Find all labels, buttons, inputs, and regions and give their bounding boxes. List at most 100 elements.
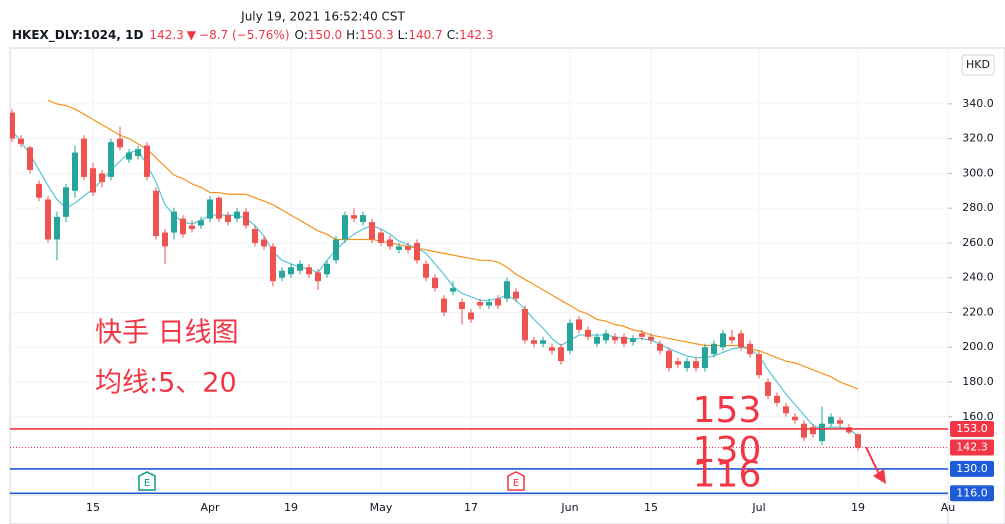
y-tick-label: 160.0: [962, 410, 994, 423]
candle-body: [288, 267, 294, 275]
candle-body: [18, 138, 24, 144]
candle-body: [342, 215, 348, 240]
candle-body: [549, 347, 555, 351]
candle-body: [324, 263, 330, 275]
y-tick-label: 220.0: [962, 305, 994, 318]
candle-body: [567, 322, 573, 351]
y-tick-label: 240.0: [962, 271, 994, 284]
candle-body: [36, 183, 42, 198]
y-tick-label: 200.0: [962, 340, 994, 353]
candle-body: [675, 361, 681, 365]
x-tick-label: Jun: [560, 501, 578, 514]
level-label: 130.0: [956, 462, 988, 475]
level-label-box: [950, 485, 994, 502]
candle-body: [306, 267, 312, 275]
y-tick-label: 300.0: [962, 166, 994, 179]
candle-body: [54, 216, 60, 240]
candle-body: [828, 416, 834, 424]
candle-body: [513, 291, 519, 299]
candle-body: [495, 298, 501, 306]
candle-body: [720, 333, 726, 348]
level-label-box: [950, 420, 994, 437]
close: 142.3: [459, 28, 493, 42]
candle-body: [225, 215, 231, 223]
high: 150.3: [359, 28, 393, 42]
currency: HKD: [966, 58, 990, 71]
x-tick-label: 19: [851, 501, 865, 514]
event-marker[interactable]: [138, 471, 156, 491]
candle-body: [10, 112, 15, 139]
legend-line: HKEX_DLY:1024, 1D 142.3 ▼ −8.7 (−5.76%) O:15…: [12, 28, 493, 43]
candle-body: [450, 288, 456, 292]
candle-body: [558, 347, 564, 362]
candle-body: [99, 173, 105, 183]
candle-body: [810, 427, 816, 435]
level-label: 142.3: [956, 441, 988, 454]
candle-body: [792, 416, 798, 421]
x-tick-label: 15: [644, 501, 658, 514]
candle-body: [585, 329, 591, 337]
candle-body: [693, 361, 699, 369]
event-label: E: [144, 478, 150, 489]
candle-body: [729, 336, 735, 341]
candle-body: [135, 149, 141, 157]
candle-body: [648, 336, 654, 341]
candle-body: [702, 347, 708, 369]
event-label: E: [513, 478, 519, 489]
candle-body: [351, 215, 357, 219]
symbol: HKEX_DLY:1024, 1D: [12, 28, 143, 43]
candle-body: [45, 199, 51, 240]
candle-body: [594, 336, 600, 344]
annotation: 快手 日线图: [95, 318, 239, 349]
ma-line: [11, 129, 859, 437]
candle-body: [378, 232, 384, 243]
candle-body: [405, 246, 411, 250]
candle-body: [162, 232, 168, 247]
arrow-line: [865, 446, 880, 475]
candle-body: [666, 350, 672, 369]
candle-body: [315, 272, 321, 282]
candle-body: [108, 142, 114, 177]
candle-body: [765, 382, 771, 396]
candle-body: [333, 239, 339, 261]
level-label-box: [950, 460, 994, 477]
close-label: C:: [447, 28, 459, 42]
candle-body: [630, 338, 636, 343]
candle-body: [603, 333, 609, 341]
currency-box[interactable]: [961, 54, 995, 76]
candle-body: [414, 242, 420, 261]
candle-body: [639, 333, 645, 337]
x-tick-label: Au: [941, 501, 956, 514]
event-marker[interactable]: [507, 471, 525, 491]
candle-body: [576, 319, 582, 330]
candle-body: [117, 138, 123, 148]
last: 142.3: [149, 28, 183, 42]
level-note: 116: [693, 454, 762, 495]
low-label: L:: [398, 28, 409, 42]
level-label: 153.0: [956, 422, 988, 435]
candle-body: [216, 197, 222, 219]
annotation: 均线:5、20: [95, 368, 237, 399]
candle-body: [837, 420, 843, 424]
candle-body: [63, 187, 69, 217]
candle-body: [468, 312, 474, 320]
arrow-head: [873, 469, 886, 484]
datetime: July 19, 2021 16:52:40 CST: [240, 10, 405, 24]
y-tick-label: 260.0: [962, 236, 994, 249]
candle-body: [198, 220, 204, 226]
x-tick-label: 19: [284, 501, 298, 514]
candle-body: [252, 229, 258, 243]
x-tick-label: 15: [86, 501, 100, 514]
candle-body: [90, 168, 96, 193]
y-tick-label: 340.0: [962, 97, 994, 110]
candle-body: [486, 302, 492, 306]
candle-body: [738, 333, 744, 348]
candle-body: [531, 340, 537, 344]
candle-body: [846, 427, 852, 433]
candle-body: [423, 263, 429, 278]
candle-body: [189, 225, 195, 230]
open-label: O:: [295, 28, 308, 42]
candle-body: [504, 281, 510, 299]
candle-body: [297, 263, 303, 271]
candle-body: [396, 246, 402, 250]
